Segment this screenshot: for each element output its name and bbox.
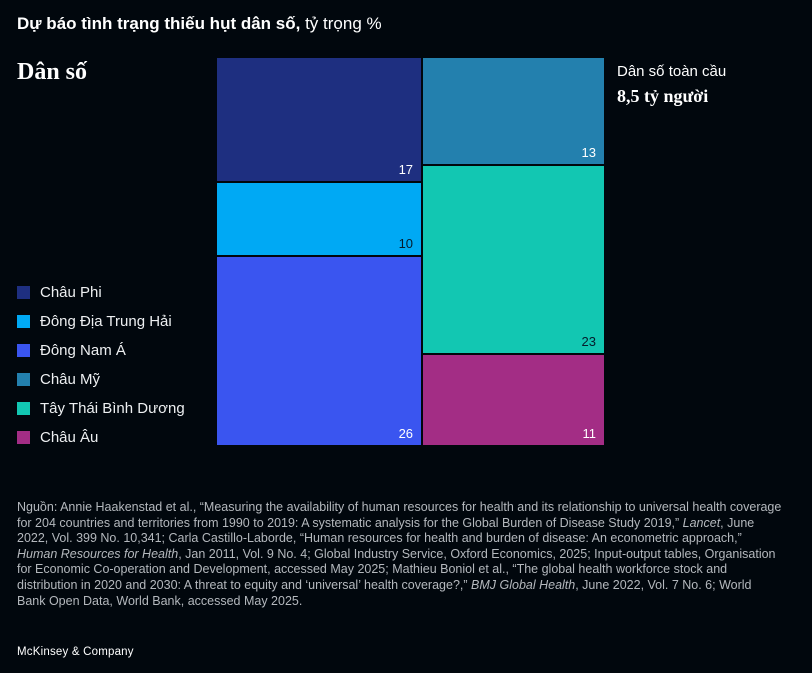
legend-swatch-icon xyxy=(17,344,30,357)
legend-label: Châu Phi xyxy=(40,284,102,301)
legend-item: Châu Mỹ xyxy=(17,372,217,387)
legend: Châu Phi Đông Địa Trung Hải Đông Nam Á Châu… xyxy=(17,285,217,445)
legend-item: Đông Địa Trung Hải xyxy=(17,314,217,329)
legend-item: Đông Nam Á xyxy=(17,343,217,358)
chart-title-main: Dự báo tình trạng thiếu hụt dân số, xyxy=(17,14,301,33)
chart-segment: 10 xyxy=(217,182,422,256)
legend-label: Tây Thái Bình Dương xyxy=(40,400,185,417)
segment-value-label: 10 xyxy=(398,236,414,252)
legend-swatch-icon xyxy=(17,402,30,415)
segment-value-label: 11 xyxy=(582,426,597,441)
chart-column-2: 13 23 11 xyxy=(423,58,604,445)
total-annotation: Dân số toàn cầu 8,5 tỷ người xyxy=(617,58,726,445)
chart-segment: 17 xyxy=(217,58,422,181)
legend-item: Châu Âu xyxy=(17,430,217,445)
chart-row: Dân số Châu Phi Đông Địa Trung Hải Đông Na… xyxy=(17,58,795,445)
legend-label: Đông Nam Á xyxy=(40,342,126,359)
marimekko-chart: 17 10 26 13 23 11 xyxy=(217,58,604,445)
chart-segment: 11 xyxy=(423,355,604,445)
legend-swatch-icon xyxy=(17,315,30,328)
legend-item: Tây Thái Bình Dương xyxy=(17,401,217,416)
chart-title-unit: tỷ trọng % xyxy=(300,14,382,33)
source-text: Nguồn: Annie Haakenstad et al., “Measuri… xyxy=(17,500,782,608)
segment-value-label: 26 xyxy=(398,426,414,441)
chart-title: Dự báo tình trạng thiếu hụt dân số, tỷ t… xyxy=(17,12,795,36)
chart-segment: 26 xyxy=(217,257,422,445)
total-annotation-value: 8,5 tỷ người xyxy=(617,86,709,106)
legend-swatch-icon xyxy=(17,373,30,386)
legend-label: Châu Mỹ xyxy=(40,371,101,388)
chart-segment: 13 xyxy=(423,58,604,164)
total-annotation-label: Dân số toàn cầu xyxy=(617,63,727,80)
segment-value-label: 23 xyxy=(581,334,596,350)
chart-column-1: 17 10 26 xyxy=(217,58,422,445)
segment-value-label: 17 xyxy=(398,161,414,177)
chart-segment: 23 xyxy=(423,165,604,354)
chart-left-column: Dân số Châu Phi Đông Địa Trung Hải Đông Na… xyxy=(17,58,217,445)
legend-swatch-icon xyxy=(17,286,30,299)
section-title: Dân số xyxy=(17,59,88,85)
legend-item: Châu Phi xyxy=(17,285,217,300)
legend-label: Đông Địa Trung Hải xyxy=(40,313,172,330)
mckinsey-logo: McKinsey & Company xyxy=(17,646,134,658)
legend-swatch-icon xyxy=(17,431,30,444)
segment-value-label: 13 xyxy=(581,144,596,160)
legend-label: Châu Âu xyxy=(40,429,99,446)
